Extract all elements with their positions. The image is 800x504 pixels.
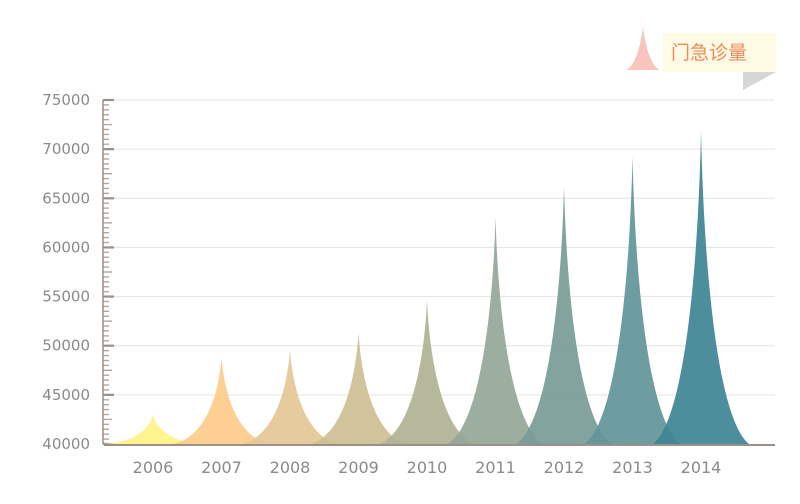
y-tick-label-70000: 70000 — [42, 140, 90, 158]
y-tick-label-55000: 55000 — [42, 288, 90, 306]
x-tick-label-2009: 2009 — [338, 458, 379, 477]
legend-marker-icon — [626, 27, 660, 70]
legend-label: 门急诊量 — [671, 42, 747, 64]
x-tick-label-2014: 2014 — [681, 458, 722, 477]
x-tick-label-2012: 2012 — [544, 458, 585, 477]
bar-series — [105, 131, 749, 445]
legend: 门急诊量 — [626, 27, 776, 90]
x-tick-label-2013: 2013 — [612, 458, 653, 477]
y-tick-label-45000: 45000 — [42, 386, 90, 404]
x-tick-label-2007: 2007 — [201, 458, 242, 477]
x-tick-label-2011: 2011 — [475, 458, 516, 477]
x-tick-label-2008: 2008 — [270, 458, 311, 477]
bar-2007 — [173, 357, 270, 444]
y-axis-tick-labels: 40000 45000 50000 55000 60000 65000 70000 75000 — [42, 91, 90, 453]
y-tick-label-65000: 65000 — [42, 189, 90, 207]
bar-2013 — [584, 157, 681, 444]
legend-box — [663, 33, 776, 72]
y-tick-label-40000: 40000 — [42, 435, 90, 453]
bar-2009 — [310, 331, 407, 444]
x-axis-tick-labels: 2006 2007 2008 2009 2010 2011 2012 2013 2014 — [133, 458, 722, 477]
bar-2014 — [653, 131, 749, 445]
bar-2012 — [516, 186, 612, 444]
y-tick-label-50000: 50000 — [42, 337, 90, 355]
y-axis-minor-ticks — [103, 104, 112, 440]
legend-fold-icon — [743, 72, 776, 90]
x-tick-label-2006: 2006 — [133, 458, 174, 477]
y-tick-label-60000: 60000 — [42, 238, 90, 256]
bar-2010 — [379, 300, 475, 444]
x-tick-label-2010: 2010 — [407, 458, 448, 477]
bar-2011 — [447, 217, 544, 444]
y-tick-label-75000: 75000 — [42, 91, 90, 109]
bar-2006 — [105, 414, 201, 444]
bar-2008 — [242, 349, 338, 444]
